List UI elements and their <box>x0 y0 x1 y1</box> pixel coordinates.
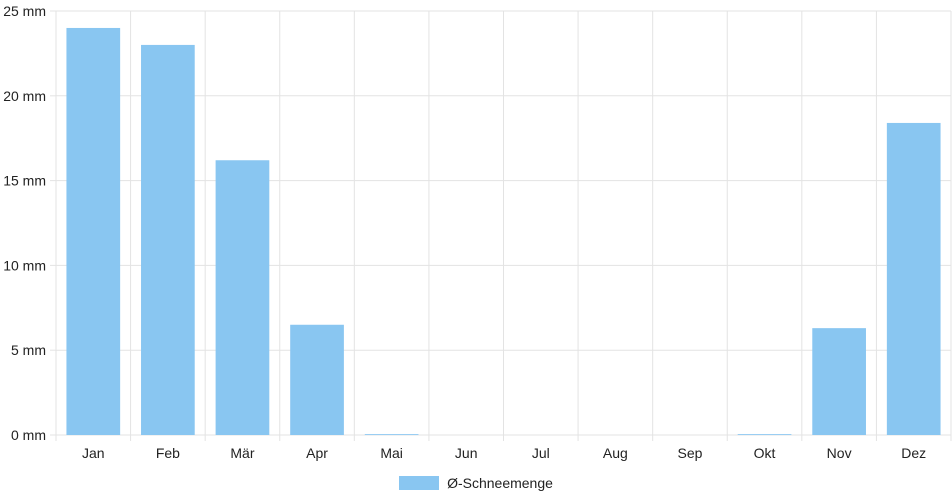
y-tick-label: 10 mm <box>3 257 46 273</box>
x-tick-label: Nov <box>827 445 852 461</box>
bar <box>364 434 419 435</box>
bar <box>215 160 270 436</box>
x-tick-label: Jun <box>455 445 478 461</box>
x-tick-label: Mai <box>380 445 403 461</box>
bar <box>886 122 941 435</box>
x-tick-label: Feb <box>156 445 180 461</box>
x-tick-label: Sep <box>677 445 702 461</box>
x-tick-label: Mär <box>230 445 254 461</box>
x-tick-label: Aug <box>603 445 628 461</box>
y-tick-label: 20 mm <box>3 88 46 104</box>
bar <box>812 328 866 435</box>
legend[interactable]: Ø-Schneemenge <box>0 472 952 494</box>
x-tick-label: Dez <box>901 445 926 461</box>
bar <box>66 27 121 436</box>
bar-chart-plot: 0 mm 5 mm 10 mm 15 mm 20 mm 25 mm Jan Feb Mär Apr… <box>3 3 952 461</box>
x-tick-label: Jan <box>82 445 105 461</box>
x-tick-label: Jul <box>532 445 550 461</box>
x-tick-label: Apr <box>306 445 328 461</box>
y-tick-label: 25 mm <box>3 3 46 19</box>
y-tick-label: 15 mm <box>3 173 46 189</box>
bar <box>737 434 792 435</box>
legend-swatch <box>399 476 440 490</box>
bar <box>141 44 195 436</box>
legend-label: Ø-Schneemenge <box>447 475 553 491</box>
bar <box>290 324 344 435</box>
y-tick-label: 0 mm <box>11 427 46 443</box>
y-tick-label: 5 mm <box>11 342 46 358</box>
x-tick-label: Okt <box>754 445 776 461</box>
